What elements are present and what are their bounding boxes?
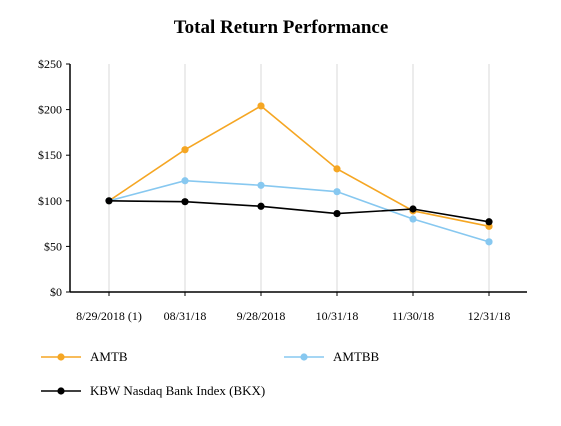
- data-point-amtb: [257, 102, 265, 110]
- y-tick-label: $0: [50, 285, 62, 299]
- data-point-kbw: [257, 202, 265, 210]
- data-point-kbw: [105, 197, 113, 205]
- legend-label: AMTB: [90, 349, 128, 364]
- legend: AMTB AMTBB KBW Nasdaq Bank Index (BKX): [41, 349, 380, 398]
- y-tick-label: $100: [38, 194, 62, 208]
- data-point-amtb: [333, 165, 341, 173]
- chart-title: Total Return Performance: [174, 17, 389, 38]
- data-point-amtbb: [485, 238, 493, 246]
- data-point-kbw: [485, 218, 493, 226]
- grid-layer: [108, 64, 490, 292]
- y-tick-label: $150: [38, 148, 62, 162]
- legend-label: KBW Nasdaq Bank Index (BKX): [90, 383, 265, 398]
- series-line-kbw: [108, 200, 490, 223]
- x-tick-label: 8/29/2018 (1): [76, 309, 142, 323]
- data-point-amtbb: [257, 181, 265, 189]
- series-line-amtbb: [108, 179, 490, 243]
- x-tick-label: 11/30/18: [392, 309, 434, 323]
- legend-swatch-marker: [57, 387, 65, 395]
- data-point-amtbb: [409, 215, 417, 223]
- legend-item-amtb: AMTB: [41, 349, 128, 364]
- data-point-amtb: [181, 146, 189, 154]
- legend-swatch-marker: [300, 353, 308, 361]
- data-point-kbw: [409, 205, 417, 213]
- axis-layer: $0 $50 $100 $150 $200 $250 8/29/2018 (1) 08/31/…: [38, 57, 527, 323]
- x-tick-label: 9/28/2018: [237, 309, 286, 323]
- y-tick-label: $50: [44, 239, 62, 253]
- legend-swatch-marker: [57, 353, 65, 361]
- data-point-kbw: [181, 198, 189, 206]
- data-point-kbw: [333, 209, 341, 218]
- series-layer: [105, 102, 493, 246]
- x-tick-label: 10/31/18: [316, 309, 359, 323]
- x-tick-label: 08/31/18: [164, 309, 207, 323]
- x-tick-label: 12/31/18: [468, 309, 511, 323]
- data-point-amtbb: [333, 188, 341, 196]
- series-line-amtb: [108, 104, 490, 228]
- legend-item-amtbb: AMTBB: [284, 349, 380, 364]
- y-tick-label: $200: [38, 103, 62, 117]
- data-point-amtbb: [181, 177, 189, 185]
- legend-label: AMTBB: [333, 349, 380, 364]
- legend-item-kbw: KBW Nasdaq Bank Index (BKX): [41, 383, 265, 398]
- y-tick-label: $250: [38, 57, 62, 71]
